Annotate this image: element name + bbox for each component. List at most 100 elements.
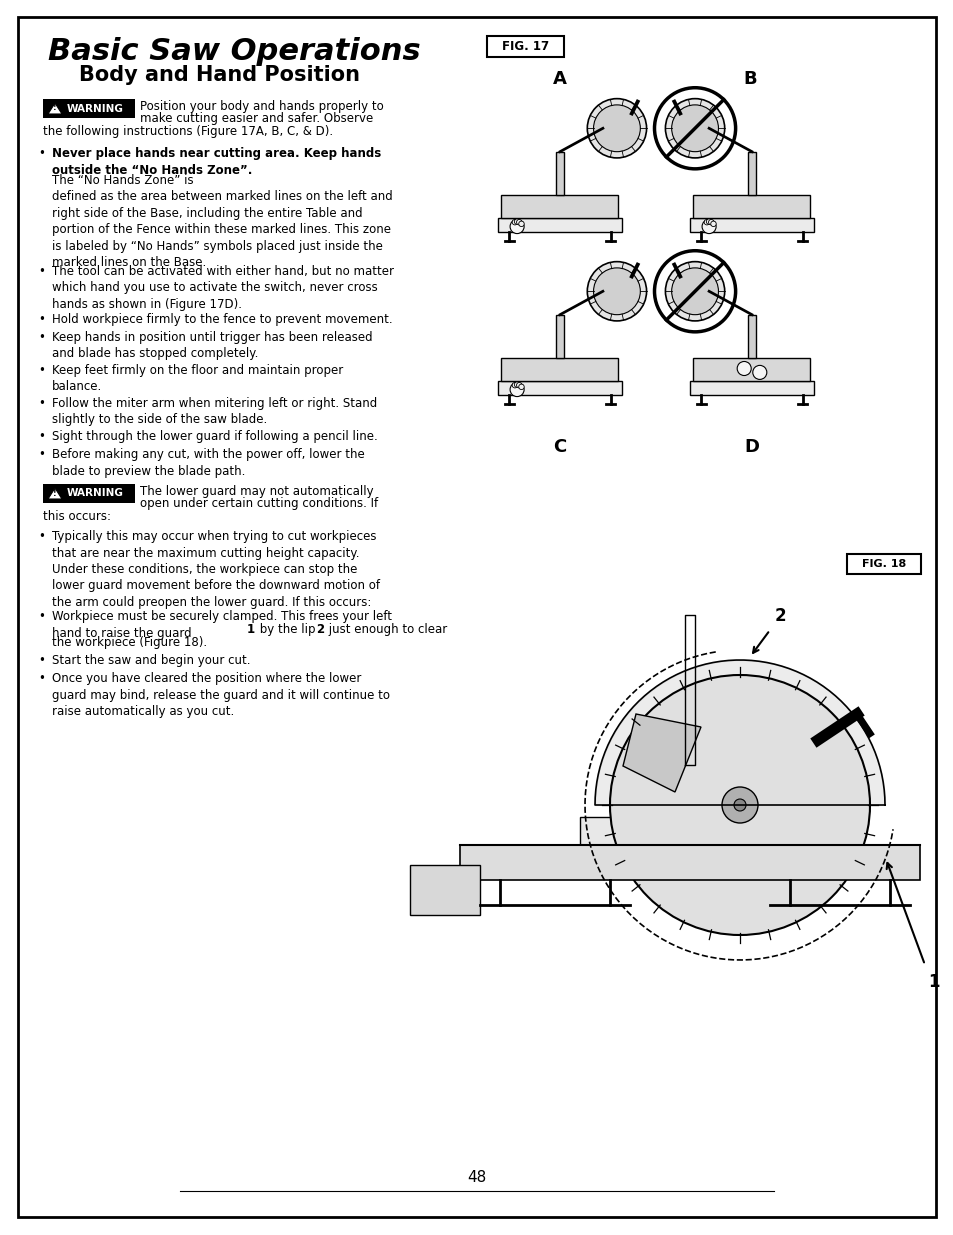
- Text: !: !: [53, 489, 57, 498]
- Circle shape: [514, 382, 519, 388]
- Text: Body and Hand Position: Body and Hand Position: [79, 65, 360, 85]
- Polygon shape: [48, 488, 62, 499]
- FancyBboxPatch shape: [459, 845, 919, 881]
- FancyBboxPatch shape: [486, 36, 563, 57]
- Text: 48: 48: [467, 1170, 486, 1186]
- Text: •: •: [38, 266, 45, 278]
- Text: •: •: [38, 448, 45, 461]
- Circle shape: [510, 220, 523, 233]
- Text: Before making any cut, with the power off, lower the
blade to preview the blade : Before making any cut, with the power of…: [52, 448, 364, 478]
- FancyBboxPatch shape: [556, 152, 563, 195]
- Text: the following instructions (Figure 17A, B, C, & D).: the following instructions (Figure 17A, …: [43, 125, 333, 138]
- Circle shape: [733, 799, 745, 811]
- Text: Follow the miter arm when mitering left or right. Stand
slightly to the side of : Follow the miter arm when mitering left …: [52, 396, 376, 426]
- Text: Keep hands in position until trigger has been released
and blade has stopped com: Keep hands in position until trigger has…: [52, 331, 373, 361]
- Circle shape: [752, 366, 766, 379]
- Text: The tool can be activated with either hand, but no matter
which hand you use to : The tool can be activated with either ha…: [52, 266, 394, 311]
- FancyBboxPatch shape: [497, 219, 621, 232]
- FancyBboxPatch shape: [556, 315, 563, 358]
- Circle shape: [512, 383, 517, 388]
- FancyBboxPatch shape: [681, 764, 698, 845]
- Text: •: •: [38, 672, 45, 685]
- Circle shape: [587, 99, 646, 158]
- Circle shape: [665, 99, 724, 158]
- Text: by the lip: by the lip: [255, 622, 319, 636]
- Circle shape: [609, 676, 869, 935]
- FancyBboxPatch shape: [846, 555, 920, 574]
- Text: Keep feet firmly on the floor and maintain proper
balance.: Keep feet firmly on the floor and mainta…: [52, 364, 343, 394]
- FancyBboxPatch shape: [693, 358, 810, 380]
- Text: 2: 2: [774, 606, 786, 625]
- Circle shape: [516, 383, 521, 388]
- Text: D: D: [743, 438, 759, 456]
- Text: •: •: [38, 610, 45, 622]
- Circle shape: [737, 362, 750, 375]
- Text: Never place hands near cutting area. Keep hands
outside the “No Hands Zone”.: Never place hands near cutting area. Kee…: [52, 147, 381, 177]
- FancyBboxPatch shape: [410, 864, 479, 915]
- Text: the workpiece (Figure 18).: the workpiece (Figure 18).: [52, 636, 207, 650]
- Circle shape: [708, 220, 713, 225]
- Text: FIG. 18: FIG. 18: [861, 559, 905, 569]
- Text: C: C: [553, 438, 566, 456]
- Text: 2: 2: [315, 622, 324, 636]
- Circle shape: [514, 219, 519, 225]
- Text: make cutting easier and safer. Observe: make cutting easier and safer. Observe: [140, 112, 373, 125]
- Text: FIG. 17: FIG. 17: [501, 40, 549, 53]
- Text: •: •: [38, 364, 45, 377]
- Text: The lower guard may not automatically: The lower guard may not automatically: [140, 485, 374, 498]
- Text: A: A: [553, 70, 566, 88]
- FancyBboxPatch shape: [501, 195, 618, 219]
- Text: •: •: [38, 312, 45, 326]
- Text: Start the saw and begin your cut.: Start the saw and begin your cut.: [52, 655, 251, 667]
- Text: •: •: [38, 430, 45, 443]
- FancyBboxPatch shape: [689, 219, 814, 232]
- Text: •: •: [38, 147, 45, 161]
- Circle shape: [593, 268, 639, 315]
- Text: Once you have cleared the position where the lower
guard may bind, release the g: Once you have cleared the position where…: [52, 672, 390, 718]
- Text: open under certain cutting conditions. If: open under certain cutting conditions. I…: [140, 496, 377, 510]
- Text: The “No Hands Zone” is
defined as the area between marked lines on the left and
: The “No Hands Zone” is defined as the ar…: [52, 174, 393, 269]
- Circle shape: [587, 262, 646, 321]
- Text: Workpiece must be securely clamped. This frees your left
hand to raise the guard: Workpiece must be securely clamped. This…: [52, 610, 392, 640]
- Text: this occurs:: this occurs:: [43, 510, 111, 522]
- Circle shape: [665, 262, 724, 321]
- Text: Typically this may occur when trying to cut workpieces
that are near the maximum: Typically this may occur when trying to …: [52, 530, 379, 609]
- Text: 1: 1: [927, 973, 939, 990]
- FancyBboxPatch shape: [501, 358, 618, 380]
- Circle shape: [710, 221, 716, 226]
- Circle shape: [593, 105, 639, 152]
- Polygon shape: [48, 103, 62, 114]
- FancyBboxPatch shape: [497, 380, 621, 395]
- Text: just enough to clear: just enough to clear: [325, 622, 447, 636]
- Text: B: B: [742, 70, 756, 88]
- Circle shape: [721, 787, 758, 823]
- FancyBboxPatch shape: [689, 380, 814, 395]
- FancyBboxPatch shape: [579, 818, 800, 845]
- FancyBboxPatch shape: [747, 315, 755, 358]
- FancyBboxPatch shape: [18, 17, 935, 1216]
- Circle shape: [518, 384, 523, 389]
- Text: •: •: [38, 655, 45, 667]
- Text: !: !: [53, 104, 57, 112]
- Circle shape: [518, 221, 523, 226]
- Circle shape: [516, 220, 521, 225]
- Text: 1: 1: [247, 622, 254, 636]
- Circle shape: [510, 383, 523, 396]
- Circle shape: [512, 220, 517, 225]
- Circle shape: [671, 268, 718, 315]
- Text: Hold workpiece firmly to the fence to prevent movement.: Hold workpiece firmly to the fence to pr…: [52, 312, 393, 326]
- Circle shape: [701, 220, 716, 233]
- Text: •: •: [38, 530, 45, 543]
- Circle shape: [671, 105, 718, 152]
- Circle shape: [705, 219, 711, 225]
- Text: WARNING: WARNING: [67, 104, 123, 114]
- FancyBboxPatch shape: [693, 195, 810, 219]
- Circle shape: [703, 220, 709, 225]
- Text: Position your body and hands properly to: Position your body and hands properly to: [140, 100, 383, 112]
- Polygon shape: [622, 714, 700, 792]
- FancyBboxPatch shape: [43, 484, 135, 503]
- Text: •: •: [38, 396, 45, 410]
- Text: WARNING: WARNING: [67, 489, 123, 499]
- FancyBboxPatch shape: [43, 99, 135, 119]
- FancyBboxPatch shape: [747, 152, 755, 195]
